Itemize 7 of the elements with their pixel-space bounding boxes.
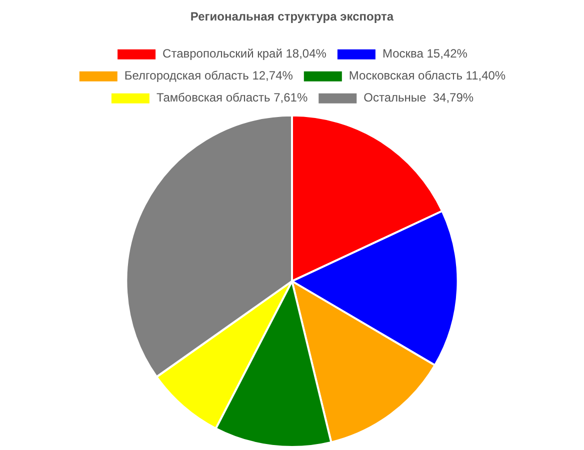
legend-label: Московская область 11,40%	[348, 68, 506, 83]
legend-label: Ставропольский край 18,04%	[162, 46, 327, 61]
chart-title: Региональная структура экспорта	[190, 10, 394, 24]
legend-label: Тамбовская область 7,61%	[156, 90, 308, 105]
legend-label: Москва 15,42%	[382, 46, 468, 61]
legend-label: Остальные 34,79%	[364, 90, 474, 105]
legend-label: Белгородская область 12,74%	[124, 68, 294, 83]
